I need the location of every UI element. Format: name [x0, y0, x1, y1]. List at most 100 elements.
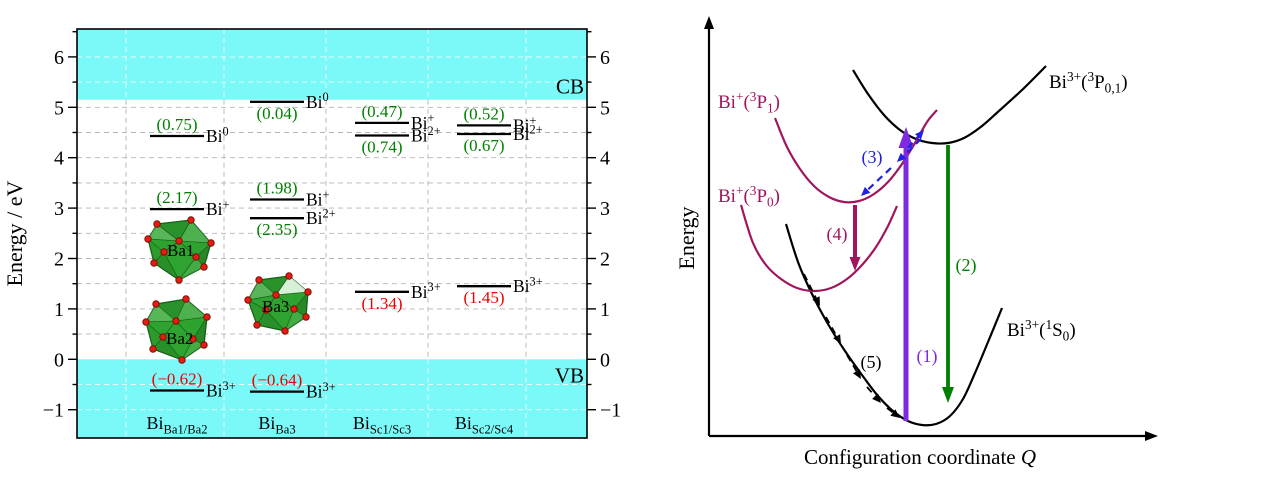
level-species-label: Bi2+: [411, 124, 441, 146]
axis-ticks: [68, 31, 596, 411]
atom-dot: [175, 276, 183, 284]
polyhedron-face: [248, 280, 276, 300]
polyhedron-edge: [181, 338, 194, 361]
polyhedron-edge: [156, 223, 180, 242]
site-label: BiSc2/Sc4: [455, 413, 514, 436]
polyhedron-face: [182, 339, 204, 360]
level-species-label: Bi2+: [513, 122, 543, 144]
polyhedron-edge: [162, 336, 183, 361]
ytick-label-left: 4: [54, 148, 64, 170]
atom-dot: [200, 263, 208, 271]
level-value-label: (−0.62): [152, 370, 203, 389]
atom-dot: [253, 321, 261, 329]
ytick-label-right: −1: [600, 400, 621, 422]
curve-Bi+_3P0: [739, 204, 899, 293]
transition-3-arrow-head: [861, 186, 871, 196]
level-value-label: (0.47): [361, 102, 402, 121]
transition-4-label: (4): [827, 224, 848, 245]
level-value-label: (0.04): [256, 104, 297, 123]
ytick-label-right: 4: [600, 148, 610, 170]
ytick-label-left: 1: [54, 299, 64, 321]
x-axis-head: [1145, 431, 1158, 441]
polyhedron-face: [196, 243, 211, 267]
ytick-label-left: 0: [54, 349, 64, 371]
level-value-label: (0.52): [463, 104, 504, 123]
polyhedron-label: Ba2: [166, 329, 193, 348]
level-species-label: Bi3+: [206, 379, 236, 401]
polyhedron-ba1: Ba1: [144, 216, 215, 284]
valence-band: [77, 359, 587, 438]
polyhedron-face: [179, 220, 211, 243]
transition-5-arrow: [866, 386, 876, 397]
level-value-label: (0.75): [156, 115, 197, 134]
ytick-label-left: −1: [43, 400, 64, 422]
transition-3-arrow-head: [897, 152, 907, 162]
polyhedron-edge: [275, 291, 309, 296]
ytick-label-left: 2: [54, 249, 64, 271]
polyhedron-face: [259, 276, 289, 295]
atom-dot: [160, 248, 168, 256]
polyhedron-edge: [265, 309, 286, 332]
atom-dot: [207, 239, 215, 247]
level-species-label: Bi+: [306, 188, 330, 210]
site-label: BiSc1/Sc3: [353, 413, 411, 436]
polyhedron-edge: [175, 320, 194, 340]
atom-dot: [152, 300, 160, 308]
polyhedron-body: [147, 219, 212, 281]
transition-3-arrow: [866, 167, 892, 191]
curve-label-Bi+_3P1: Bi+(3P1): [718, 89, 780, 116]
polyhedron-edge: [147, 238, 180, 242]
level-value-label: (1.45): [463, 288, 504, 307]
conduction-band: [77, 29, 587, 100]
transition-1-arrow-head: [898, 127, 914, 148]
atom-dot: [285, 272, 293, 280]
level-value-label: (1.98): [256, 179, 297, 198]
polyhedron-face: [153, 337, 182, 360]
polyhedron-face: [248, 300, 266, 325]
transition-5-arrow: [803, 273, 817, 299]
polyhedron-edge: [175, 316, 208, 322]
atom-dot: [272, 291, 280, 299]
level-species-label: Bi+: [513, 114, 537, 136]
level-value-label: (2.17): [156, 188, 197, 207]
y-axis-title: Energy / eV: [2, 180, 27, 286]
polyhedron-face: [294, 292, 308, 317]
atom-dot: [159, 333, 167, 341]
level-species-label: Bi+: [411, 111, 435, 133]
polyhedron-face: [146, 304, 176, 322]
transition-5-arrow: [846, 354, 858, 372]
polyhedron-edge: [192, 316, 208, 340]
polyhedron-ba3: Ba3: [244, 272, 312, 335]
curve-Bi+_3P1: [773, 109, 938, 204]
atom-dot: [187, 216, 195, 224]
atom-dot: [302, 313, 310, 321]
curve-label-Bi3+_3P01: Bi3+(3P0,1): [1049, 69, 1128, 96]
transition-5-arrow-head: [812, 296, 820, 306]
ytick-label-right: 2: [600, 249, 610, 271]
polyhedron-edge: [178, 240, 212, 244]
ytick-label-right: 5: [600, 97, 610, 119]
ytick-label-left: 5: [54, 97, 64, 119]
ytick-label-right: 1: [600, 299, 610, 321]
y-axis-head: [704, 16, 714, 29]
polyhedron-face: [285, 309, 306, 331]
atom-dot: [281, 327, 289, 335]
transition-3-arrow-head: [915, 130, 924, 140]
curve-label-Bi+_3P0: Bi+(3P0): [718, 183, 780, 210]
polyhedron-label: Ba1: [167, 241, 194, 260]
transition-5-arrow-head: [872, 393, 881, 403]
level-value-label: (−0.64): [252, 371, 303, 390]
level-species-label: Bi0: [206, 124, 229, 146]
atom-dot: [304, 288, 312, 296]
polyhedron-ba2: Ba2: [142, 295, 211, 364]
valence-band-label: VB: [555, 363, 584, 387]
level-species-label: Bi0: [306, 90, 329, 112]
polyhedron-face: [148, 224, 179, 241]
polyhedron-face: [276, 276, 308, 295]
polyhedron-edge: [145, 320, 177, 323]
curve-Bi3+_3P01: [852, 65, 1047, 145]
transition-1-label: (1): [917, 346, 938, 367]
ytick-label-right: 6: [600, 47, 610, 69]
